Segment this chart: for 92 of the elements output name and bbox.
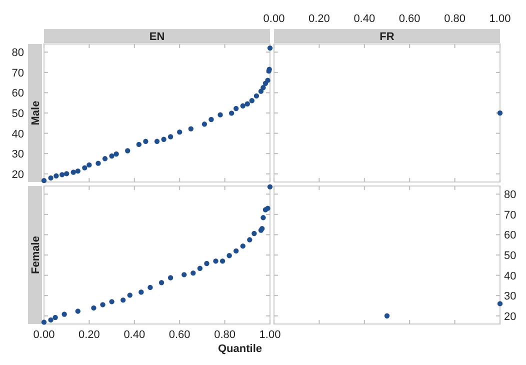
point xyxy=(267,184,273,190)
point xyxy=(120,297,126,303)
point xyxy=(48,175,54,181)
point xyxy=(218,112,223,118)
point xyxy=(228,110,234,116)
point xyxy=(244,101,250,106)
point xyxy=(96,160,101,166)
point xyxy=(143,138,148,144)
point xyxy=(240,243,246,249)
point xyxy=(62,312,67,317)
point xyxy=(109,299,114,304)
x-tick-label: 1.00 xyxy=(259,329,281,341)
y-tick-label: 70 xyxy=(12,67,24,80)
chart-title: FR xyxy=(380,31,394,43)
point xyxy=(204,260,210,266)
y-axis-title: Female xyxy=(30,236,42,274)
point xyxy=(202,122,208,127)
point xyxy=(260,215,266,220)
point xyxy=(260,85,266,90)
point xyxy=(249,98,255,104)
point xyxy=(52,314,58,320)
y-tick-label: 80 xyxy=(12,47,24,60)
x-tick-label: 0.80 xyxy=(214,329,236,341)
x-tick-label: 0.20 xyxy=(78,329,100,341)
point xyxy=(265,206,270,211)
point xyxy=(197,266,203,271)
y-tick-label: 70 xyxy=(504,209,516,222)
x-tick-label: 0.80 xyxy=(444,13,466,25)
point xyxy=(265,78,270,83)
point xyxy=(240,103,246,108)
point xyxy=(182,272,187,278)
y-tick-label: 50 xyxy=(12,108,24,120)
point xyxy=(208,116,214,122)
x-axis-title: Quantile xyxy=(218,343,262,355)
x-tick-label: 1.00 xyxy=(489,13,511,25)
y-axis-title: Male xyxy=(30,100,42,126)
point xyxy=(127,292,132,298)
point xyxy=(82,165,88,170)
point xyxy=(254,93,260,99)
chart-title: EN xyxy=(149,31,165,43)
point xyxy=(136,142,142,148)
x-tick-label: 0.40 xyxy=(124,329,146,341)
point xyxy=(100,302,106,308)
x-tick-label: 0.40 xyxy=(354,13,376,25)
point xyxy=(188,126,194,132)
point xyxy=(247,237,252,242)
point xyxy=(161,136,166,142)
point xyxy=(154,138,160,144)
point xyxy=(138,290,144,295)
point xyxy=(177,129,182,135)
point xyxy=(75,168,80,174)
y-tick-label: 30 xyxy=(504,290,516,303)
y-tick-label: 60 xyxy=(504,230,516,242)
point xyxy=(252,230,257,236)
point xyxy=(109,153,114,159)
y-tick-label: 40 xyxy=(504,270,516,282)
point xyxy=(226,253,232,258)
y-tick-label: 30 xyxy=(12,148,24,161)
point xyxy=(54,173,59,179)
y-tick-label: 80 xyxy=(504,189,516,202)
point xyxy=(70,170,76,175)
x-tick-label: 0.00 xyxy=(263,13,285,25)
point xyxy=(59,172,65,178)
point xyxy=(41,178,47,184)
y-tick-label: 50 xyxy=(504,250,516,262)
point xyxy=(220,258,226,264)
point xyxy=(168,134,174,140)
point xyxy=(158,280,164,286)
point xyxy=(148,284,153,290)
point xyxy=(102,156,108,162)
y-tick-label: 60 xyxy=(12,88,24,100)
x-tick-label: 0.20 xyxy=(308,13,330,25)
x-tick-label: 0.00 xyxy=(33,329,55,341)
point xyxy=(267,45,273,51)
y-tick-label: 20 xyxy=(12,168,24,181)
point xyxy=(168,275,174,280)
point xyxy=(48,317,54,323)
x-tick-label: 0.60 xyxy=(398,13,420,25)
y-tick-label: 40 xyxy=(12,128,24,140)
x-tick-label: 0.60 xyxy=(168,329,190,341)
point xyxy=(75,308,80,314)
point xyxy=(234,106,239,112)
point xyxy=(114,151,119,157)
point xyxy=(41,320,47,325)
point xyxy=(64,171,70,176)
point xyxy=(190,270,196,276)
point xyxy=(234,248,239,254)
point xyxy=(125,148,130,154)
point xyxy=(213,258,218,264)
point xyxy=(86,162,92,168)
y-tick-label: 20 xyxy=(504,310,516,323)
point xyxy=(91,305,96,311)
